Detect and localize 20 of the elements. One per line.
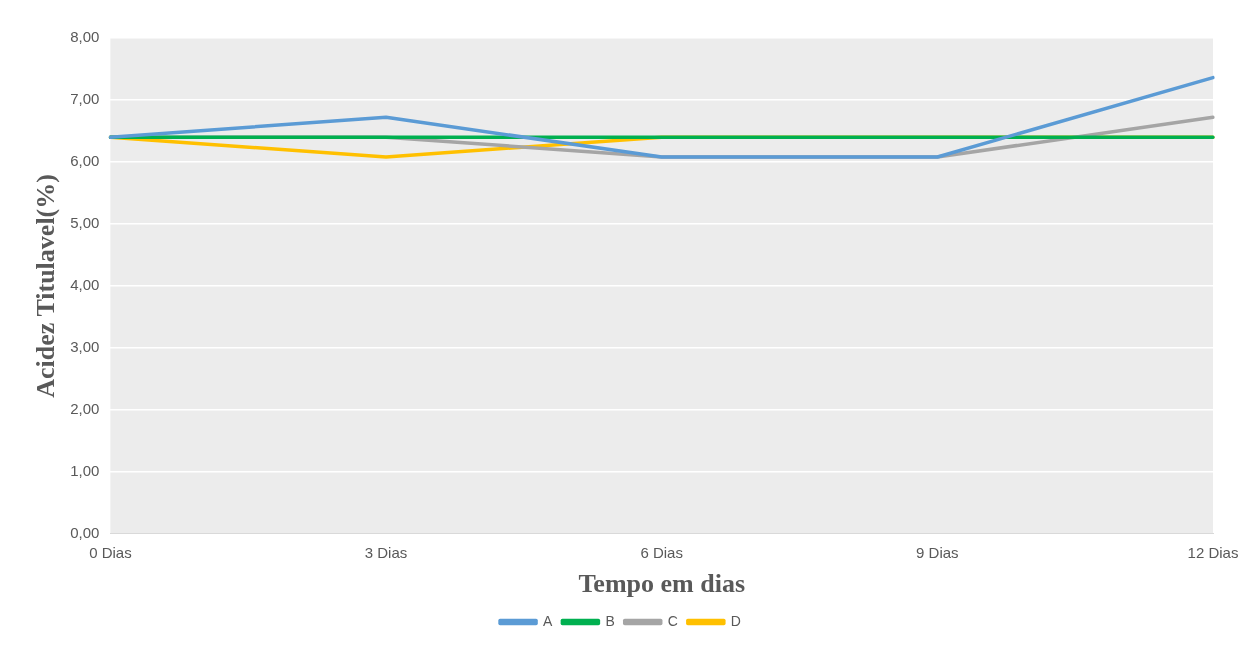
x-tick-label: 9 Dias	[916, 543, 959, 561]
y-tick-label: 5,00	[70, 214, 100, 232]
y-tick-label: 8,00	[70, 28, 100, 46]
x-tick-label: 3 Dias	[364, 543, 408, 561]
y-tick-label: 1,00	[70, 461, 100, 479]
y-tick-label: 7,00	[70, 90, 100, 108]
x-tick-label: 12 Dias	[1187, 543, 1239, 561]
legend-label: A	[543, 612, 554, 629]
legend-label: D	[730, 612, 741, 629]
y-axis-title: Acidez Titulavel(%)	[31, 174, 61, 398]
legend-label: B	[605, 612, 615, 629]
y-tick-label: 3,00	[70, 338, 100, 356]
y-tick-label: 0,00	[70, 523, 100, 541]
y-tick-label: 4,00	[70, 276, 100, 294]
legend-label: C	[667, 612, 678, 629]
x-axis-title: Tempo em dias	[578, 569, 746, 599]
y-tick-label: 6,00	[70, 152, 100, 170]
y-tick-label: 2,00	[70, 399, 100, 417]
x-tick-label: 0 Dias	[89, 543, 132, 561]
x-tick-label: 6 Dias	[640, 543, 683, 561]
